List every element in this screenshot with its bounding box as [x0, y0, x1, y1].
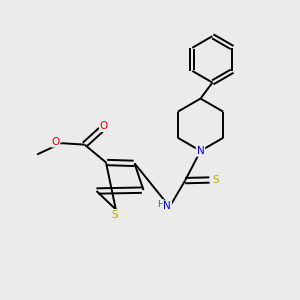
Text: N: N [197, 146, 204, 156]
Text: S: S [111, 210, 118, 220]
Text: O: O [100, 121, 108, 131]
Text: H: H [157, 200, 164, 209]
Text: N: N [164, 201, 171, 211]
Text: O: O [51, 137, 60, 147]
Text: S: S [213, 175, 219, 185]
